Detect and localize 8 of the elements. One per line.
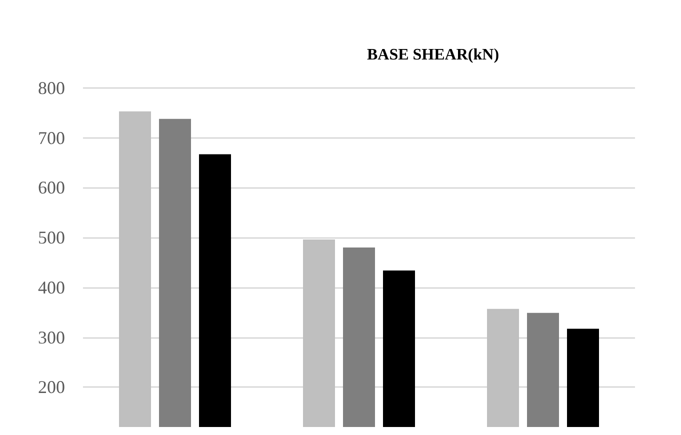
y-tick-label: 300	[38, 327, 65, 348]
y-tick-label: 600	[38, 178, 65, 198]
y-tick-label: 400	[38, 277, 65, 298]
chart-title: BASE SHEAR(kN)	[366, 46, 500, 64]
y-tick-label: 500	[38, 228, 65, 248]
y-tick-label: 800	[38, 78, 65, 98]
y-tick-label: 700	[38, 128, 65, 148]
y-tick-label: 200	[38, 377, 65, 398]
